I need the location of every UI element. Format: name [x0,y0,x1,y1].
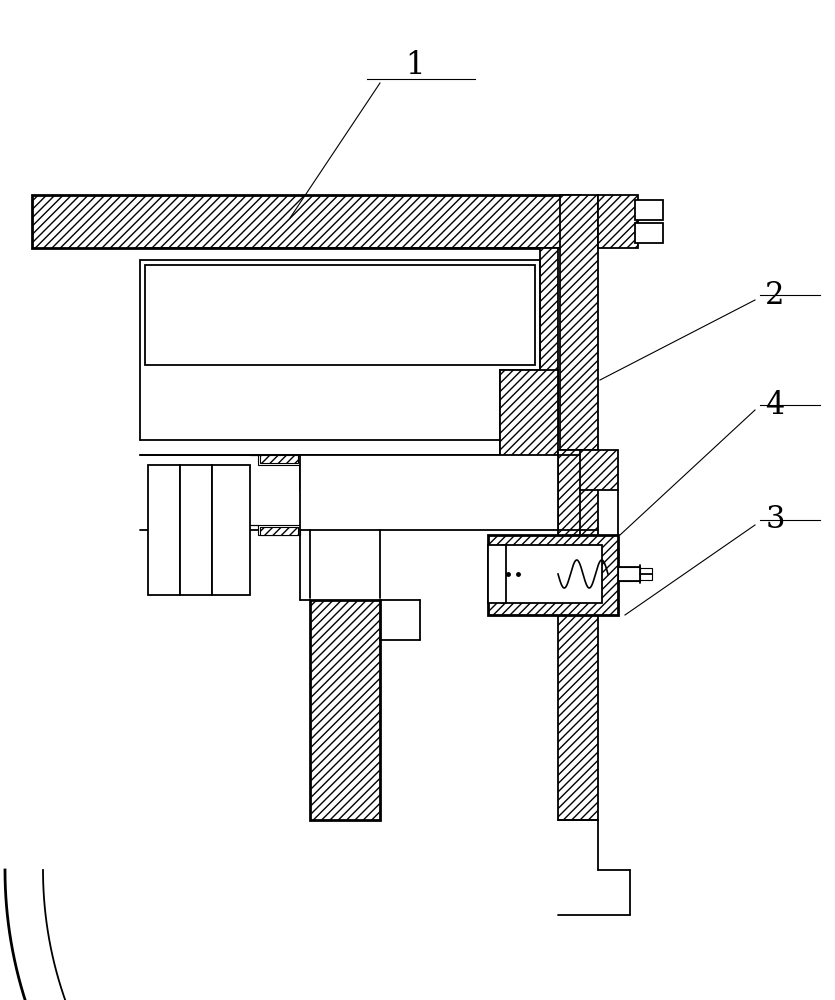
Polygon shape [540,248,558,440]
Polygon shape [500,370,558,490]
Polygon shape [598,195,638,248]
Bar [260,527,298,535]
Bar [148,465,180,595]
Polygon shape [250,455,300,465]
Text: 3: 3 [765,504,785,536]
Polygon shape [580,450,618,490]
Polygon shape [558,450,598,820]
Bar [212,465,250,595]
Bar [618,567,640,581]
Polygon shape [32,195,580,248]
Bar [488,545,506,603]
Bar [635,200,663,220]
Bar [180,465,212,595]
Bar [502,545,602,603]
Polygon shape [300,455,500,490]
Text: 2: 2 [765,279,785,310]
Text: 1: 1 [405,49,425,81]
Text: 4: 4 [766,389,785,420]
Polygon shape [310,600,380,820]
Bar [635,223,663,243]
Polygon shape [250,525,300,535]
Polygon shape [560,195,598,450]
Polygon shape [145,265,535,365]
Bar [640,568,652,580]
Bar [300,455,558,530]
Bar [260,455,298,463]
Polygon shape [488,535,618,615]
